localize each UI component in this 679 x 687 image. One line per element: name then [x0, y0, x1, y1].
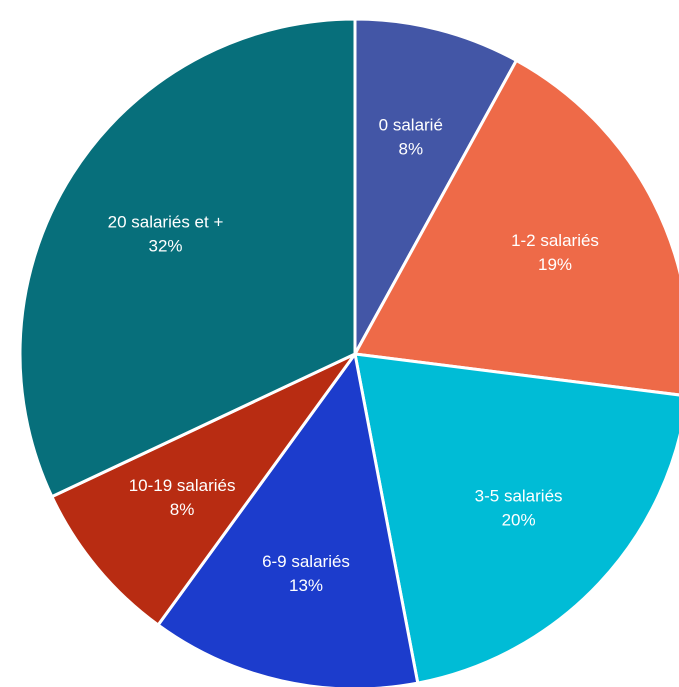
- slice-label-1-2-salaries: 1-2 salariés 19%: [511, 231, 599, 274]
- slice-label-3-5-salaries: 3-5 salariés 20%: [475, 487, 563, 530]
- slice-label-6-9-salaries: 6-9 salariés 13%: [262, 552, 350, 595]
- pie-slice-10-19-salaries: [50, 352, 357, 627]
- pie-slice-20-salaries-et-plus: [18, 17, 357, 499]
- slice-category-label: 6-9 salariés: [262, 552, 350, 571]
- slice-percent-label: 19%: [538, 255, 572, 274]
- slice-category-label: 20 salariés et +: [108, 213, 224, 232]
- pie-slice-3-5-salaries: [353, 352, 679, 685]
- pie-data-labels: 0 salarié 8% 1-2 salariés 19% 3-5 salariés 20…: [108, 116, 599, 595]
- slice-percent-label: 20%: [502, 511, 536, 530]
- pie-slice-0-salarie: [353, 17, 518, 356]
- slice-category-label: 3-5 salariés: [475, 487, 563, 506]
- pie-slices: [18, 17, 679, 687]
- pie-slice-1-2-salaries: [353, 58, 679, 397]
- slice-percent-label: 32%: [148, 237, 182, 256]
- slice-category-label: 1-2 salariés: [511, 231, 599, 250]
- slice-label-10-19-salaries: 10-19 salariés 8%: [129, 476, 236, 519]
- slice-label-0-salarie: 0 salarié 8%: [379, 116, 443, 159]
- slice-label-20-salaries-et-plus: 20 salariés et + 32%: [108, 213, 224, 256]
- slice-percent-label: 13%: [289, 576, 323, 595]
- slice-category-label: 10-19 salariés: [129, 476, 236, 495]
- slice-percent-label: 8%: [170, 500, 195, 519]
- slice-percent-label: 8%: [399, 140, 424, 159]
- slice-category-label: 0 salarié: [379, 116, 443, 135]
